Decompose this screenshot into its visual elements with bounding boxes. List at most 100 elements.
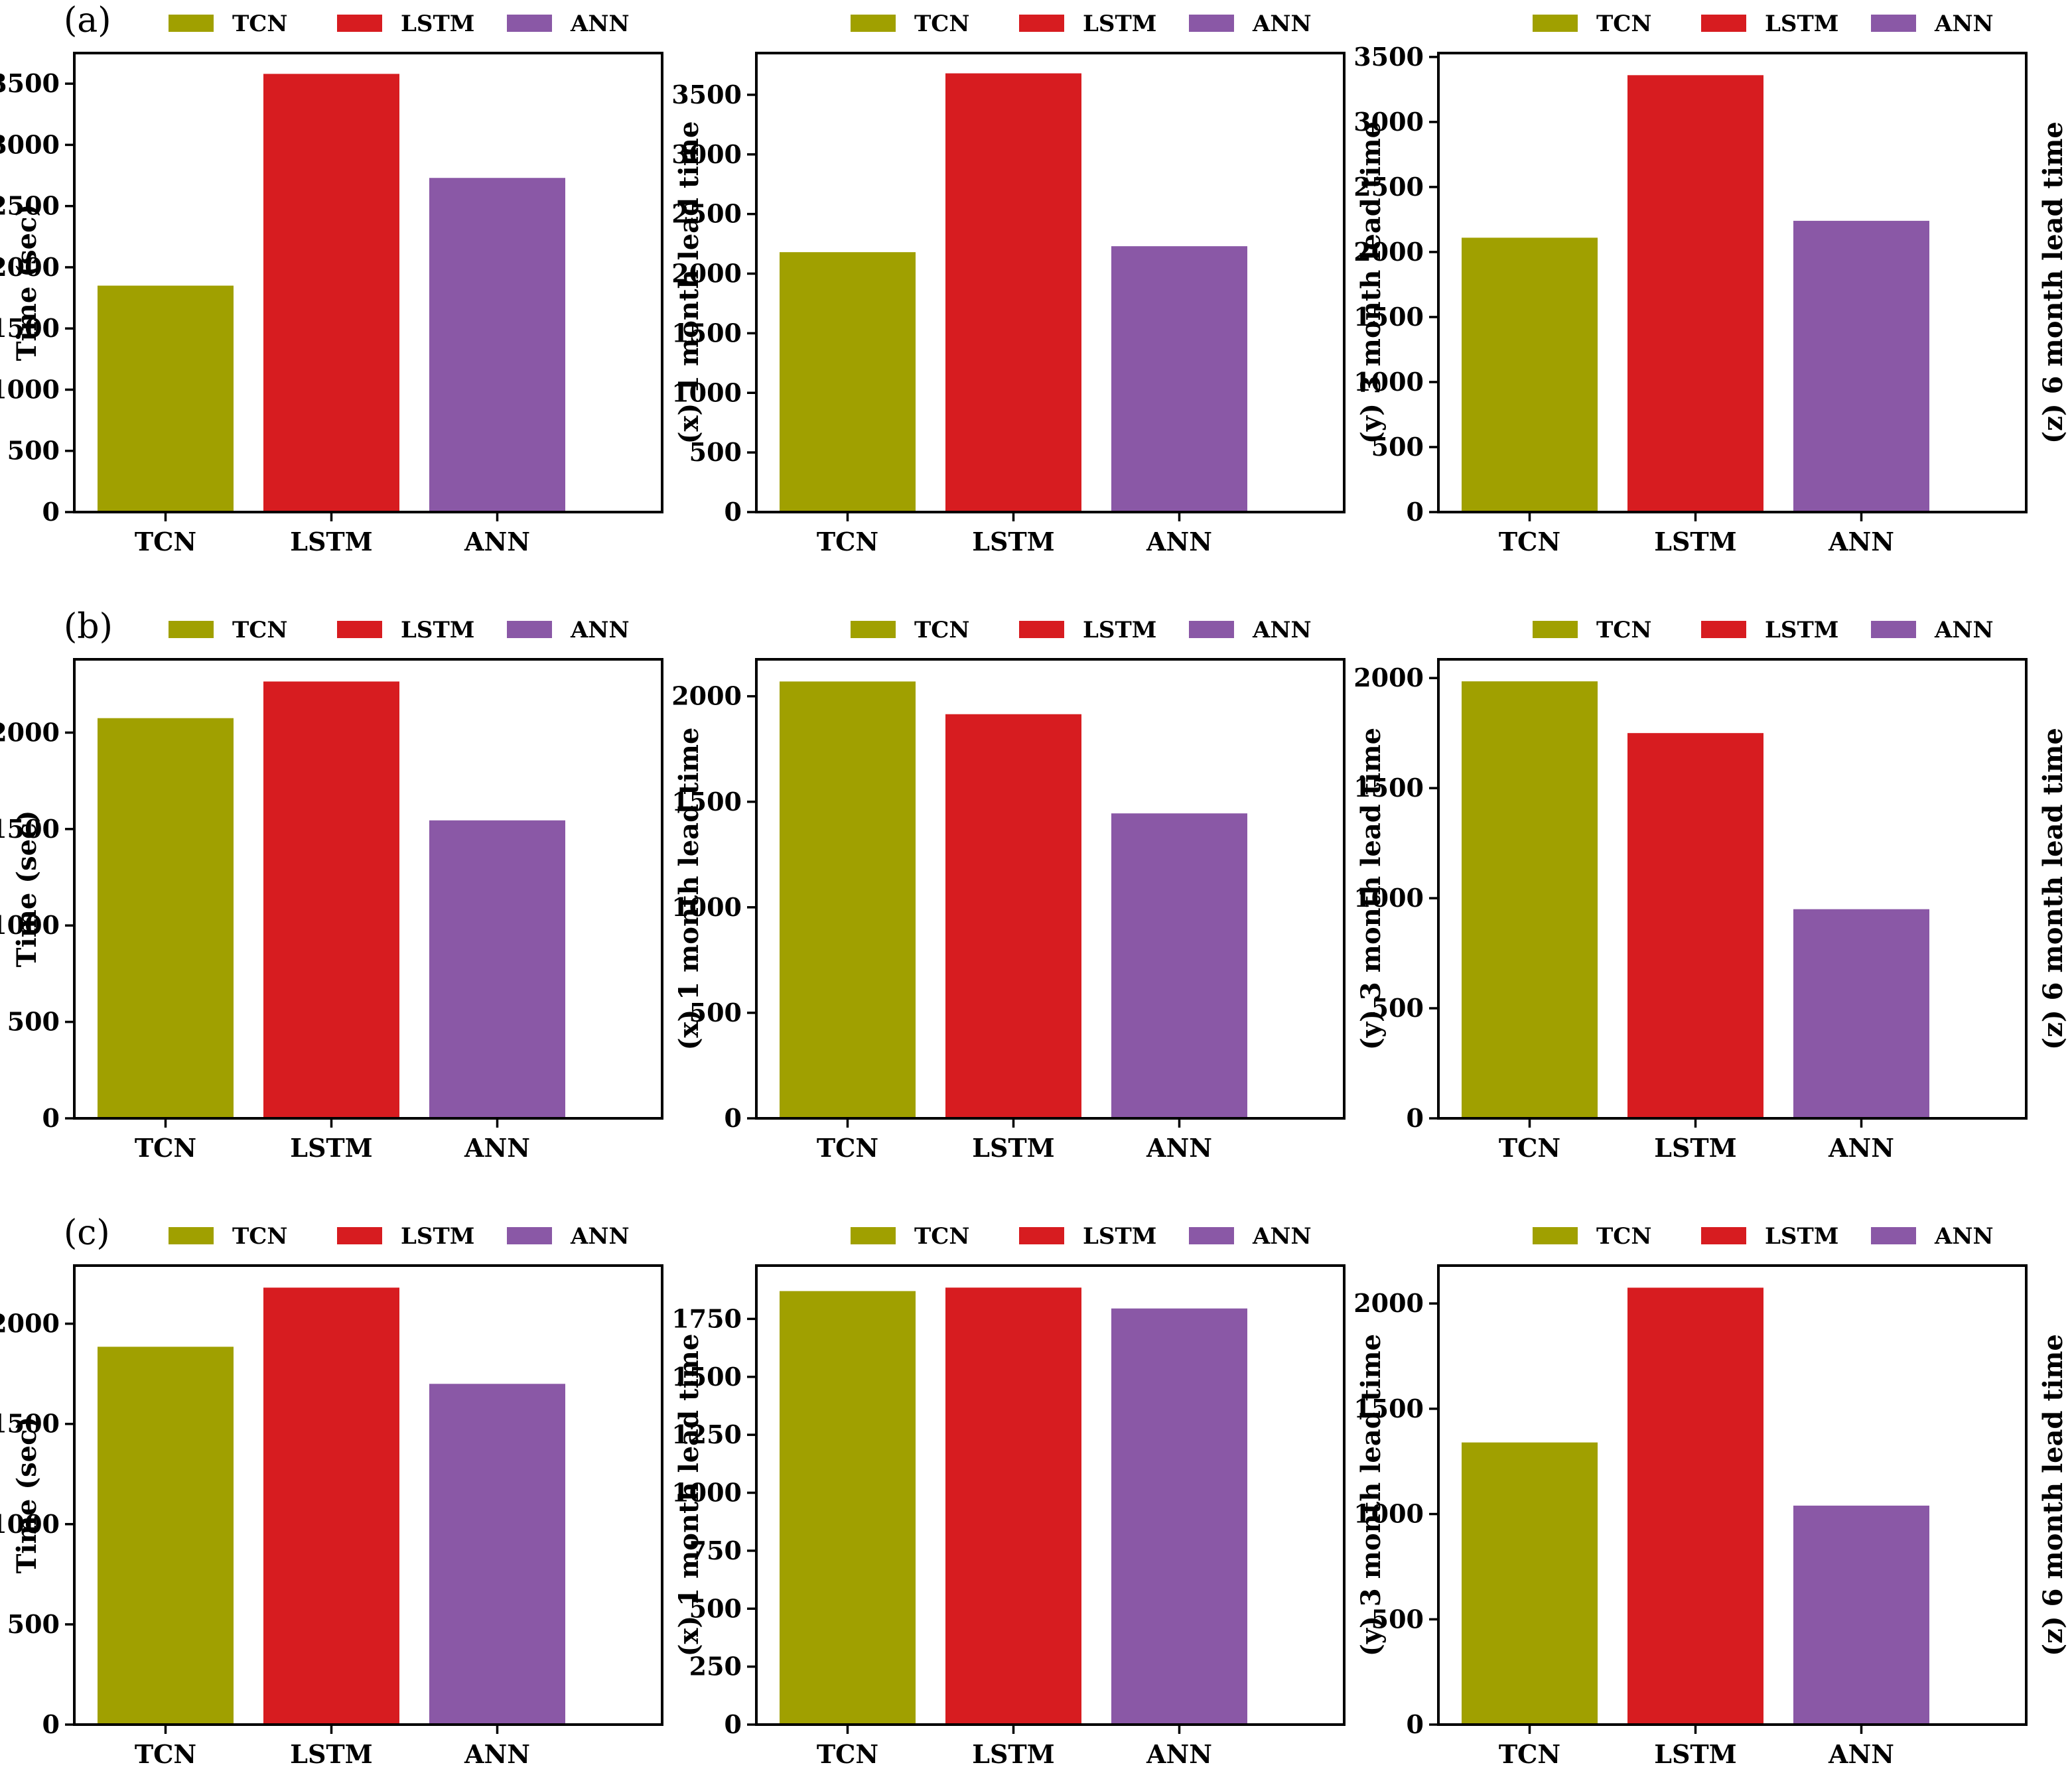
bar-lstm bbox=[945, 714, 1081, 1118]
x-tick-label: TCN bbox=[135, 527, 196, 557]
y-tick-label: 500 bbox=[7, 1007, 60, 1037]
y-tick-label: 2000 bbox=[671, 259, 742, 289]
legend-label: ANN bbox=[1252, 11, 1312, 37]
panel-label: (c) bbox=[64, 1213, 110, 1253]
x-tick-label: ANN bbox=[464, 1739, 530, 1769]
plot-frame bbox=[755, 1264, 1346, 1726]
y-tick-label: 3500 bbox=[1353, 42, 1424, 72]
y-tick-label: 2500 bbox=[671, 199, 742, 229]
x-tick-label: TCN bbox=[135, 1133, 196, 1163]
y-tick-label: 0 bbox=[42, 497, 60, 527]
x-tick-label: ANN bbox=[1146, 527, 1212, 557]
y-tick-label: 2000 bbox=[0, 717, 60, 747]
y-tick-label: 1500 bbox=[1353, 302, 1424, 332]
legend-label: TCN bbox=[232, 617, 287, 643]
legend-label: ANN bbox=[1252, 1223, 1312, 1250]
y-tick-label: 1500 bbox=[0, 313, 60, 343]
x-tick-label: LSTM bbox=[1654, 527, 1737, 557]
lead-time-label: (z) 6 month lead time bbox=[2037, 121, 2069, 444]
lead-time-label: (x) 1 month lead time bbox=[673, 121, 705, 444]
y-tick-label: 0 bbox=[725, 497, 742, 527]
legend-swatch-tcn bbox=[169, 621, 214, 638]
legend-swatch-tcn bbox=[1533, 15, 1578, 32]
x-tick-label: TCN bbox=[817, 1133, 878, 1163]
x-tick-label: TCN bbox=[1499, 1133, 1560, 1163]
y-tick-label: 2000 bbox=[0, 252, 60, 282]
plot-frame bbox=[73, 52, 663, 513]
y-tick-label: 1000 bbox=[671, 1478, 742, 1508]
y-tick-label: 500 bbox=[1371, 1604, 1424, 1634]
y-tick-label: 1000 bbox=[671, 892, 742, 922]
bar-lstm bbox=[263, 681, 399, 1118]
x-tick-label: ANN bbox=[1828, 1133, 1894, 1163]
y-tick-label: 1000 bbox=[1353, 367, 1424, 397]
lead-time-label: (y) 3 month lead time bbox=[1355, 728, 1387, 1050]
legend-swatch-lstm bbox=[1019, 1227, 1064, 1244]
chart-panel-7: 0 500 1000 1500 2000 TCN LSTM ANN TCN LSTM ANN (c) T… bbox=[0, 1213, 705, 1769]
bar-tcn bbox=[780, 1291, 916, 1725]
legend-label: TCN bbox=[914, 1223, 969, 1250]
legend-label: ANN bbox=[570, 1223, 630, 1250]
lead-time-label: (x) 1 month lead time bbox=[673, 1334, 705, 1657]
lead-time-label: (z) 6 month lead time bbox=[2037, 1334, 2069, 1656]
y-tick-label: 500 bbox=[689, 998, 742, 1027]
lead-time-label: (y) 3 month lead time bbox=[1355, 1334, 1387, 1656]
bar-ann bbox=[429, 1384, 565, 1725]
legend-label: ANN bbox=[1252, 617, 1312, 643]
x-tick-label: ANN bbox=[1828, 527, 1894, 557]
bar-lstm bbox=[945, 1287, 1081, 1725]
legend-swatch-ann bbox=[1871, 621, 1916, 638]
y-tick-label: 1500 bbox=[671, 787, 742, 817]
plot-frame bbox=[755, 52, 1346, 513]
legend-label: LSTM bbox=[1765, 1223, 1838, 1250]
bar-ann bbox=[1111, 1308, 1247, 1725]
chart-panel-2: 0 500 1000 1500 2000 2500 3000 3500 TCN LSTM ANN TC… bbox=[671, 11, 1387, 557]
y-tick-label: 1000 bbox=[671, 377, 742, 407]
legend-swatch-ann bbox=[507, 621, 552, 638]
y-tick-label: 0 bbox=[1407, 1709, 1424, 1739]
legend-swatch-ann bbox=[507, 1227, 552, 1244]
legend-label: TCN bbox=[1596, 1223, 1651, 1250]
bar-lstm bbox=[1627, 733, 1763, 1118]
y-tick-label: 2500 bbox=[0, 191, 60, 221]
y-tick-label: 1500 bbox=[671, 1362, 742, 1392]
legend-label: TCN bbox=[1596, 11, 1651, 37]
chart-panel-5: 0 500 1000 1500 2000 TCN LSTM ANN TCN LSTM ANN (y) … bbox=[671, 617, 1387, 1163]
legend-swatch-lstm bbox=[1701, 1227, 1746, 1244]
plot-frame bbox=[755, 658, 1346, 1120]
y-tick-label: 2000 bbox=[1353, 663, 1424, 692]
y-tick-label: 0 bbox=[725, 1103, 742, 1133]
bar-tcn bbox=[1462, 681, 1598, 1118]
x-tick-label: TCN bbox=[1499, 1739, 1560, 1769]
bar-lstm bbox=[1627, 75, 1763, 512]
y-tick-label: 0 bbox=[42, 1709, 60, 1739]
legend-label: TCN bbox=[1596, 617, 1651, 643]
y-tick-label: 1500 bbox=[671, 318, 742, 348]
legend-swatch-tcn bbox=[169, 1227, 214, 1244]
legend-label: LSTM bbox=[1083, 1223, 1156, 1250]
y-tick-label: 3500 bbox=[671, 80, 742, 109]
legend-label: ANN bbox=[1934, 1223, 1994, 1250]
legend-swatch-tcn bbox=[851, 621, 896, 638]
y-tick-label: 2000 bbox=[1353, 237, 1424, 267]
legend-swatch-lstm bbox=[337, 1227, 382, 1244]
legend-label: LSTM bbox=[401, 1223, 474, 1250]
legend-swatch-ann bbox=[507, 15, 552, 32]
legend-swatch-lstm bbox=[1019, 621, 1064, 638]
legend-label: LSTM bbox=[1765, 11, 1838, 37]
legend-label: TCN bbox=[914, 617, 969, 643]
panel-label: (b) bbox=[64, 607, 113, 647]
chart-panel-4: 0 500 1000 1500 2000 TCN LSTM ANN TCN LSTM ANN (b) T… bbox=[0, 607, 705, 1163]
bar-tcn bbox=[98, 1347, 234, 1725]
y-tick-label: 0 bbox=[1407, 1103, 1424, 1133]
y-tick-label: 500 bbox=[1371, 432, 1424, 462]
x-tick-label: LSTM bbox=[972, 1133, 1055, 1163]
y-tick-label: 1500 bbox=[0, 814, 60, 844]
x-tick-label: ANN bbox=[1146, 1739, 1212, 1769]
x-tick-label: TCN bbox=[817, 527, 878, 557]
legend-swatch-lstm bbox=[1019, 15, 1064, 32]
y-tick-label: 500 bbox=[7, 1609, 60, 1639]
bar-ann bbox=[1111, 813, 1247, 1118]
legend-swatch-ann bbox=[1871, 15, 1916, 32]
